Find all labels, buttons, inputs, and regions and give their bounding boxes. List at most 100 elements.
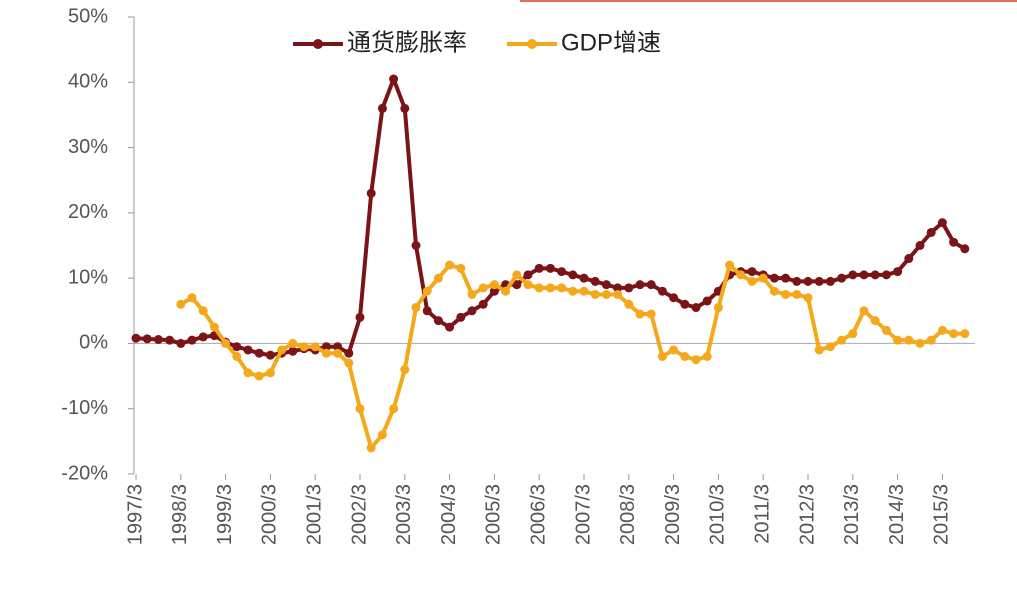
- point: [680, 351, 690, 361]
- x-tick-label: 2010/3: [707, 484, 729, 545]
- point: [657, 286, 667, 296]
- point: [915, 241, 925, 250]
- point: [803, 276, 813, 286]
- point: [814, 276, 824, 286]
- point: [478, 283, 488, 293]
- point: [568, 270, 578, 280]
- point: [669, 293, 679, 303]
- point: [310, 342, 320, 352]
- point: [433, 316, 443, 326]
- x-tick-label: 1999/3: [214, 484, 236, 545]
- y-tick-label: 50%: [68, 5, 108, 27]
- point: [657, 351, 667, 361]
- x-tick-label: 2013/3: [841, 484, 863, 545]
- point: [893, 335, 903, 345]
- point: [881, 325, 891, 335]
- point: [445, 260, 455, 270]
- y-tick-label: 20%: [68, 201, 108, 223]
- point: [534, 263, 544, 273]
- point: [937, 218, 947, 228]
- point: [848, 329, 858, 339]
- x-tick-label: 2001/3: [303, 484, 325, 545]
- point: [870, 316, 880, 326]
- point: [635, 309, 645, 319]
- point: [725, 260, 735, 270]
- point: [501, 286, 511, 296]
- point: [321, 342, 331, 352]
- point: [254, 348, 264, 358]
- point: [377, 430, 387, 440]
- x-tick-label: 2005/3: [483, 484, 505, 545]
- point: [299, 342, 309, 352]
- point: [624, 283, 634, 293]
- point: [781, 289, 791, 299]
- point: [646, 309, 656, 319]
- legend-marker: [527, 39, 537, 49]
- point: [601, 289, 611, 299]
- point: [467, 289, 477, 299]
- point: [355, 312, 365, 322]
- point: [545, 283, 555, 293]
- point: [814, 345, 824, 355]
- point: [758, 273, 768, 283]
- point: [769, 273, 779, 283]
- point: [937, 325, 947, 335]
- x-tick-label: 1998/3: [169, 484, 191, 545]
- point: [635, 280, 645, 290]
- point: [579, 286, 589, 296]
- x-tick-label: 2006/3: [527, 484, 549, 545]
- point: [691, 355, 701, 365]
- point: [960, 329, 970, 339]
- point: [456, 312, 466, 322]
- point: [870, 270, 880, 280]
- x-tick-label: 2011/3: [751, 484, 773, 544]
- point: [344, 348, 354, 358]
- point: [176, 299, 186, 309]
- point: [859, 306, 869, 316]
- point: [523, 280, 533, 290]
- point: [613, 283, 623, 293]
- point: [288, 338, 298, 348]
- point: [333, 348, 343, 358]
- y-tick-label: 0%: [79, 332, 108, 354]
- x-tick-label: 2000/3: [259, 484, 281, 545]
- point: [456, 263, 466, 273]
- x-tick-label: 2004/3: [438, 484, 460, 545]
- point: [243, 368, 253, 378]
- x-tick-label: 2003/3: [393, 484, 415, 545]
- point: [792, 276, 802, 286]
- point: [232, 342, 242, 352]
- series-line: [135, 77, 966, 358]
- point: [400, 103, 410, 113]
- point: [445, 322, 455, 332]
- point: [344, 358, 354, 368]
- point: [837, 335, 847, 345]
- y-tick-label: -10%: [61, 397, 108, 419]
- point: [792, 289, 802, 299]
- y-tick-label: 40%: [68, 71, 108, 93]
- point: [489, 280, 499, 290]
- point: [736, 270, 746, 280]
- point: [904, 335, 914, 345]
- point: [198, 332, 208, 342]
- point: [702, 296, 712, 306]
- point: [893, 267, 903, 277]
- x-tick-label: 2008/3: [617, 484, 639, 545]
- x-tick-label: 2002/3: [348, 484, 370, 545]
- point: [680, 299, 690, 309]
- point: [209, 322, 219, 332]
- x-tick-label: 2014/3: [886, 484, 908, 545]
- x-tick-label: 2012/3: [796, 484, 818, 545]
- point: [467, 306, 477, 316]
- point: [489, 286, 499, 296]
- point: [646, 280, 656, 290]
- point: [669, 345, 679, 355]
- point: [366, 443, 376, 453]
- point: [187, 335, 197, 345]
- point: [153, 335, 163, 345]
- point: [949, 329, 959, 339]
- point: [433, 273, 443, 283]
- point: [747, 267, 757, 277]
- point: [243, 345, 253, 355]
